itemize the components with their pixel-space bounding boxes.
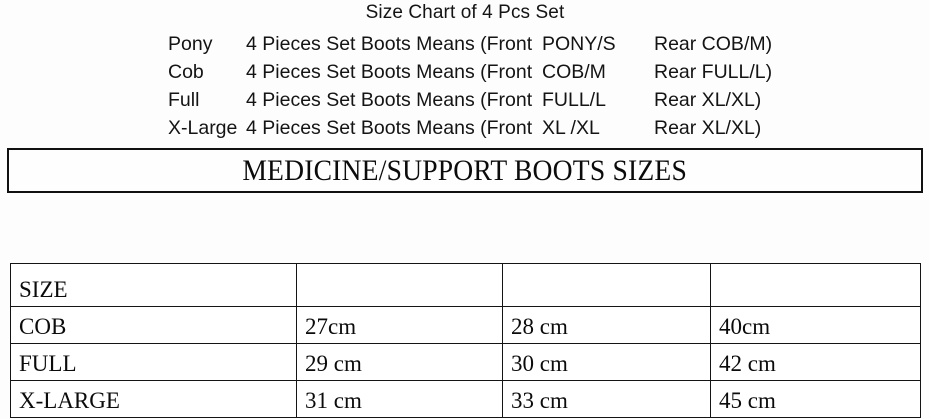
description-front-size: XL /XL: [542, 117, 600, 139]
table-header-cell-3: [502, 263, 711, 307]
page-title: Size Chart of 4 Pcs Set: [365, 2, 565, 23]
description-means-text: 4 Pieces Set Boots Means (Front: [246, 117, 533, 139]
description-front-size: PONY/S: [542, 33, 616, 55]
description-block: Pony 4 Pieces Set Boots Means (Front PON…: [168, 30, 868, 142]
description-row: X-Large 4 Pieces Set Boots Means (Front …: [168, 114, 868, 142]
table-row: X-LARGE 31 cm 33 cm 45 cm: [10, 380, 921, 418]
description-means-text: 4 Pieces Set Boots Means (Front: [246, 89, 533, 111]
table-cell-measure-1: 29 cm: [296, 343, 503, 381]
table-header-cell-2: [296, 263, 503, 307]
description-size-label: X-Large: [168, 117, 238, 139]
table-cell-size-name: FULL: [10, 343, 297, 381]
table-cell-measure-1: 31 cm: [296, 380, 503, 418]
table-header-cell-4: [710, 263, 921, 307]
description-size-label: Pony: [168, 33, 213, 55]
table-cell-size-name: X-LARGE: [10, 380, 297, 418]
sizes-table: SIZE COB 27cm 28 cm 40cm FULL 29 cm 30 c…: [10, 263, 921, 418]
table-cell-measure-2: 33 cm: [502, 380, 711, 418]
table-cell-measure-1: 27cm: [296, 306, 503, 344]
description-front-size: COB/M: [542, 61, 606, 83]
description-front-size: FULL/L: [542, 89, 606, 111]
table-header-cell-size: SIZE: [10, 263, 297, 307]
description-row: Full 4 Pieces Set Boots Means (Front FUL…: [168, 86, 868, 114]
description-row: Cob 4 Pieces Set Boots Means (Front COB/…: [168, 58, 868, 86]
description-size-label: Cob: [168, 61, 204, 83]
description-means-text: 4 Pieces Set Boots Means (Front: [246, 61, 533, 83]
table-header-row: SIZE: [10, 263, 921, 307]
table-row: FULL 29 cm 30 cm 42 cm: [10, 343, 921, 381]
section-banner: MEDICINE/SUPPORT BOOTS SIZES: [7, 148, 923, 193]
table-cell-measure-3: 40cm: [710, 306, 921, 344]
description-row: Pony 4 Pieces Set Boots Means (Front PON…: [168, 30, 868, 58]
description-rear-size: Rear COB/M): [654, 33, 773, 55]
description-rear-size: Rear FULL/L): [654, 61, 773, 83]
description-size-label: Full: [168, 89, 200, 111]
description-rear-size: Rear XL/XL): [654, 117, 762, 139]
section-banner-title: MEDICINE/SUPPORT BOOTS SIZES: [242, 153, 688, 187]
table-cell-size-name: COB: [10, 306, 297, 344]
table-cell-measure-3: 42 cm: [710, 343, 921, 381]
table-row: COB 27cm 28 cm 40cm: [10, 306, 921, 344]
description-means-text: 4 Pieces Set Boots Means (Front: [246, 33, 533, 55]
description-rear-size: Rear XL/XL): [654, 89, 762, 111]
table-cell-measure-2: 30 cm: [502, 343, 711, 381]
table-cell-measure-3: 45 cm: [710, 380, 921, 418]
table-cell-measure-2: 28 cm: [502, 306, 711, 344]
